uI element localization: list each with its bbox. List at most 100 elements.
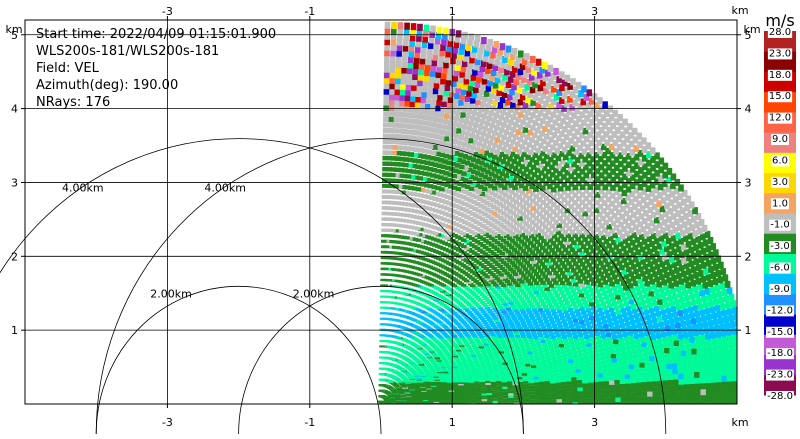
velocity-cell: [539, 228, 545, 234]
velocity-cell: [527, 247, 533, 252]
velocity-cell: [450, 325, 456, 328]
velocity-cell: [457, 181, 463, 187]
velocity-cell: [452, 355, 459, 358]
velocity-cell: [512, 298, 518, 302]
velocity-cell: [593, 389, 600, 395]
velocity-cell: [536, 330, 543, 335]
velocity-cell: [534, 388, 541, 392]
velocity-cell: [594, 353, 600, 358]
velocity-cell: [552, 327, 559, 331]
velocity-cell: [514, 250, 520, 255]
velocity-cell: [570, 278, 577, 283]
velocity-cell: [434, 238, 440, 242]
velocity-cell: [500, 197, 506, 202]
velocity-cell: [488, 110, 495, 117]
velocity-cell: [442, 371, 449, 373]
velocity-cell: [593, 385, 599, 391]
velocity-cell: [425, 195, 431, 199]
velocity-cell: [512, 241, 519, 246]
velocity-cell: [587, 226, 594, 232]
velocity-cell: [577, 402, 584, 404]
velocity-cell: [505, 124, 512, 131]
velocity-cell: [553, 369, 560, 373]
velocity-cell: [422, 234, 429, 238]
velocity-cell: [557, 178, 564, 184]
velocity-cell: [646, 381, 653, 387]
velocity-cell: [599, 242, 605, 248]
velocity-cell: [409, 174, 416, 180]
velocity-cell: [533, 186, 539, 192]
velocity-cell: [587, 298, 593, 303]
velocity-cell: [381, 234, 387, 238]
velocity-cell: [466, 210, 473, 215]
velocity-cell: [421, 194, 428, 199]
velocity-cell: [530, 343, 536, 347]
velocity-cell: [386, 161, 393, 166]
velocity-cell: [530, 243, 537, 248]
velocity-cell: [475, 340, 481, 343]
velocity-cell: [587, 192, 593, 198]
velocity-cell: [599, 351, 605, 357]
velocity-cell: [453, 388, 460, 391]
velocity-cell: [525, 332, 532, 336]
velocity-cell: [455, 145, 461, 151]
velocity-cell: [384, 217, 391, 221]
velocity-cell: [520, 171, 527, 177]
velocity-cell: [601, 208, 607, 214]
velocity-cell: [498, 281, 505, 285]
velocity-cell: [553, 271, 559, 276]
velocity-cell: [658, 396, 664, 402]
velocity-cell: [491, 363, 498, 366]
velocity-cell: [527, 210, 533, 215]
velocity-cell: [469, 314, 476, 317]
velocity-cell: [452, 345, 459, 348]
velocity-cell: [610, 311, 616, 317]
velocity-cell: [512, 272, 519, 276]
velocity-cell: [496, 361, 503, 365]
velocity-cell: [479, 308, 485, 312]
velocity-cell: [591, 281, 597, 286]
velocity-cell: [483, 297, 490, 300]
velocity-cell: [588, 287, 594, 293]
velocity-cell: [603, 324, 609, 329]
velocity-cell: [530, 164, 537, 170]
velocity-cell: [600, 356, 606, 361]
velocity-cell: [623, 336, 630, 342]
velocity-cell: [544, 383, 551, 388]
velocity-cell: [668, 395, 675, 402]
velocity-cell: [604, 389, 610, 394]
velocity-cell: [565, 250, 571, 256]
velocity-cell: [560, 375, 566, 379]
velocity-cell: [424, 200, 430, 205]
velocity-cell: [592, 378, 599, 383]
velocity-cell: [452, 234, 458, 238]
velocity-cell: [534, 355, 540, 359]
velocity-cell: [630, 252, 637, 258]
velocity-cell: [615, 397, 621, 402]
velocity-cell: [466, 357, 472, 360]
velocity-cell: [586, 262, 593, 268]
velocity-cell: [591, 366, 597, 371]
velocity-cell: [580, 310, 587, 315]
velocity-cell: [494, 301, 501, 305]
velocity-cell: [455, 398, 461, 401]
velocity-cell: [512, 166, 519, 172]
velocity-cell: [514, 266, 520, 270]
velocity-cell: [673, 384, 680, 391]
velocity-cell: [469, 351, 475, 354]
velocity-cell: [521, 151, 527, 158]
velocity-cell: [530, 198, 536, 204]
velocity-cell: [533, 194, 540, 200]
velocity-cell: [520, 249, 527, 253]
velocity-cell: [651, 370, 657, 377]
velocity-cell: [588, 398, 595, 403]
velocity-cell: [625, 278, 632, 284]
velocity-cell: [579, 192, 586, 198]
velocity-cell: [414, 170, 420, 175]
velocity-cell: [425, 132, 431, 138]
velocity-cell: [531, 367, 538, 371]
velocity-cell: [442, 298, 449, 301]
velocity-cell: [574, 361, 580, 366]
velocity-cell: [461, 330, 468, 333]
velocity-cell: [512, 342, 518, 345]
